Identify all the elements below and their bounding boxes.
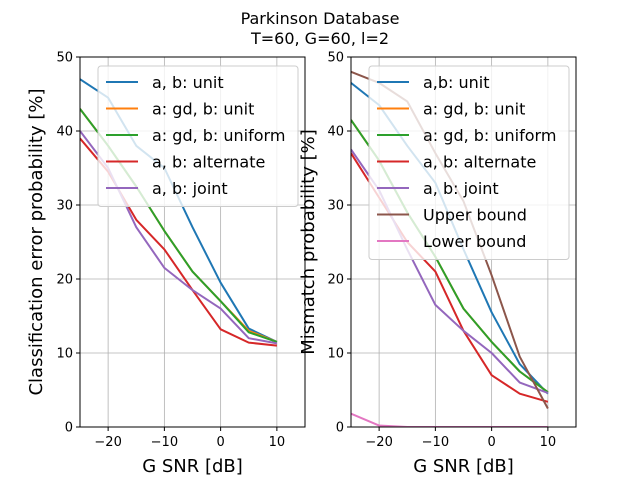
axes-frame [79,56,306,428]
subplot-1: −20 −10 0 10 0 10 20 30 40 50 G SNR [dB] Classifica… [26,51,306,477]
y-tick-label: 20 [56,273,73,288]
y-tick-label: 50 [56,51,73,66]
x-axis-label: G SNR [dB] [142,456,243,477]
axes-container: −20 −10 0 10 0 10 20 30 40 50 G SNR [dB] Classifica… [26,51,577,477]
legend-label: a: gd, b: uniform [152,126,285,145]
y-axis-label: Classification error probability [%] [26,88,47,395]
x-tick-label: −20 [365,435,392,450]
y-tick-label: 30 [56,199,73,214]
legend-label: Upper bound [423,206,527,225]
legend-label: a, b: joint [423,179,499,198]
legend-label: a: gd, b: unit [152,100,254,119]
legend-label: a, b: unit [152,73,224,92]
y-tick-label: 30 [327,199,344,214]
legend-frame [97,65,299,207]
x-tick-label: 0 [487,435,495,450]
x-tick-label: 10 [540,435,557,450]
y-axis-label: Mismatch probability [%] [298,129,319,354]
x-tick-label: −20 [94,435,121,450]
legend-label: Lower bound [423,232,526,251]
x-tick-label: −10 [151,435,178,450]
y-tick-label: 0 [336,421,344,436]
subplot-2: −20 −10 0 10 0 10 20 30 40 50 G SNR [dB] Mismatch p… [298,51,577,477]
legend: a,b: unit a: gd, b: unit a: gd, b: uniform… [368,65,570,260]
legend-label: a: gd, b: unit [423,100,525,119]
legend-label: a, b: joint [152,179,228,198]
y-tick-label: 10 [327,347,344,362]
y-tick-label: 50 [327,51,344,66]
legend-label: a, b: alternate [423,153,536,172]
figure-title-line2: T=60, G=60, l=2 [250,29,389,48]
x-tick-label: −10 [422,435,449,450]
legend-label: a, b: alternate [152,153,265,172]
figure-title-line1: Parkinson Database [241,9,400,28]
series-line-7 [351,412,548,427]
x-axis-label: G SNR [dB] [413,456,514,477]
y-tick-label: 10 [56,347,73,362]
legend-frame [368,65,570,260]
legend: a, b: unit a: gd, b: unit a: gd, b: unifor… [97,65,299,207]
y-tick-label: 40 [56,125,73,140]
x-tick-label: 10 [269,435,286,450]
axes-frame [350,56,577,428]
y-tick-label: 20 [327,273,344,288]
x-tick-label: 0 [216,435,224,450]
y-tick-label: 40 [327,125,344,140]
legend-label: a,b: unit [423,73,490,92]
legend-label: a: gd, b: uniform [423,126,556,145]
y-tick-label: 0 [65,421,73,436]
